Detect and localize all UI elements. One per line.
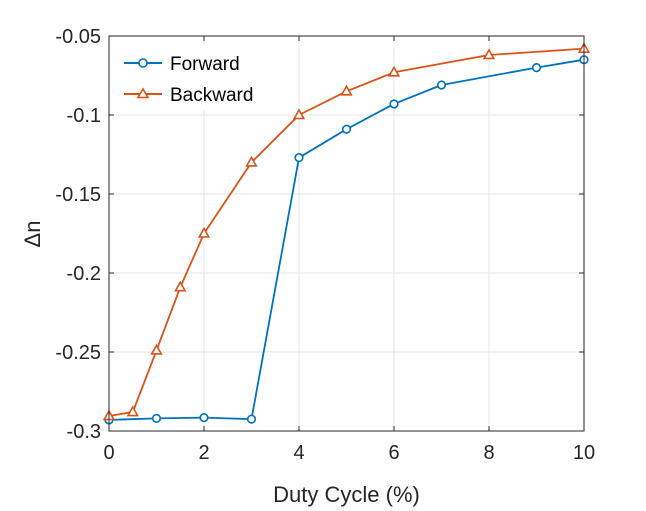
data-point — [246, 414, 257, 424]
data-point — [294, 153, 304, 163]
x-tick-label: 2 — [198, 442, 209, 464]
legend-forward-label: Forward — [170, 54, 240, 75]
data-point — [389, 99, 399, 109]
x-tick-label: 10 — [573, 442, 595, 464]
series-backward — [102, 42, 591, 421]
legend-backward-label: Backward — [170, 85, 253, 106]
data-point — [151, 413, 162, 423]
y-tick-label: -0.2 — [67, 263, 101, 285]
data-point — [174, 280, 187, 292]
data-point — [482, 48, 496, 60]
y-tick-label: -0.3 — [67, 421, 101, 443]
data-point — [531, 62, 542, 73]
data-point — [245, 155, 258, 167]
y-tick-label: -0.05 — [55, 26, 101, 48]
data-point — [126, 405, 139, 417]
data-point — [436, 80, 447, 90]
data-point — [197, 226, 211, 238]
plot-frame — [108, 35, 585, 432]
series-layer — [102, 42, 591, 425]
legend-forward-marker — [138, 58, 148, 68]
ticks — [108, 35, 585, 432]
x-tick-label: 6 — [388, 442, 399, 464]
data-point — [199, 412, 209, 423]
data-point — [292, 108, 306, 120]
y-tick-label: -0.1 — [67, 105, 101, 127]
series-line — [108, 58, 585, 421]
data-point — [340, 84, 353, 96]
legend-backward-marker — [136, 87, 150, 99]
data-point — [341, 124, 352, 134]
tick-labels: 0 2 4 6 8 10 -0.3 -0.25 -0.2 -0.15 -0.1 -0.05 — [55, 26, 595, 464]
x-tick-label: 8 — [483, 442, 494, 464]
data-point — [150, 343, 163, 355]
data-point — [387, 65, 401, 77]
y-axis-label: Δn — [20, 221, 45, 248]
x-tick-label: 4 — [293, 442, 304, 464]
legend: Forward Backward — [117, 45, 279, 111]
y-tick-label: -0.25 — [55, 342, 101, 364]
x-axis-label: Duty Cycle (%) — [273, 482, 420, 507]
x-tick-label: 0 — [103, 442, 114, 464]
y-tick-label: -0.15 — [55, 184, 101, 206]
legend-box — [117, 45, 279, 111]
